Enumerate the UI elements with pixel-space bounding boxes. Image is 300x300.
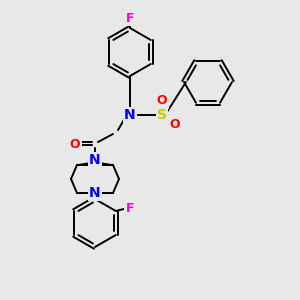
Text: N: N [89, 153, 101, 167]
Text: O: O [70, 137, 80, 151]
Text: O: O [157, 94, 167, 107]
Text: N: N [124, 108, 136, 122]
Text: F: F [125, 202, 134, 215]
Text: S: S [157, 108, 167, 122]
Text: O: O [170, 118, 180, 131]
Text: N: N [89, 186, 101, 200]
Text: F: F [126, 11, 134, 25]
